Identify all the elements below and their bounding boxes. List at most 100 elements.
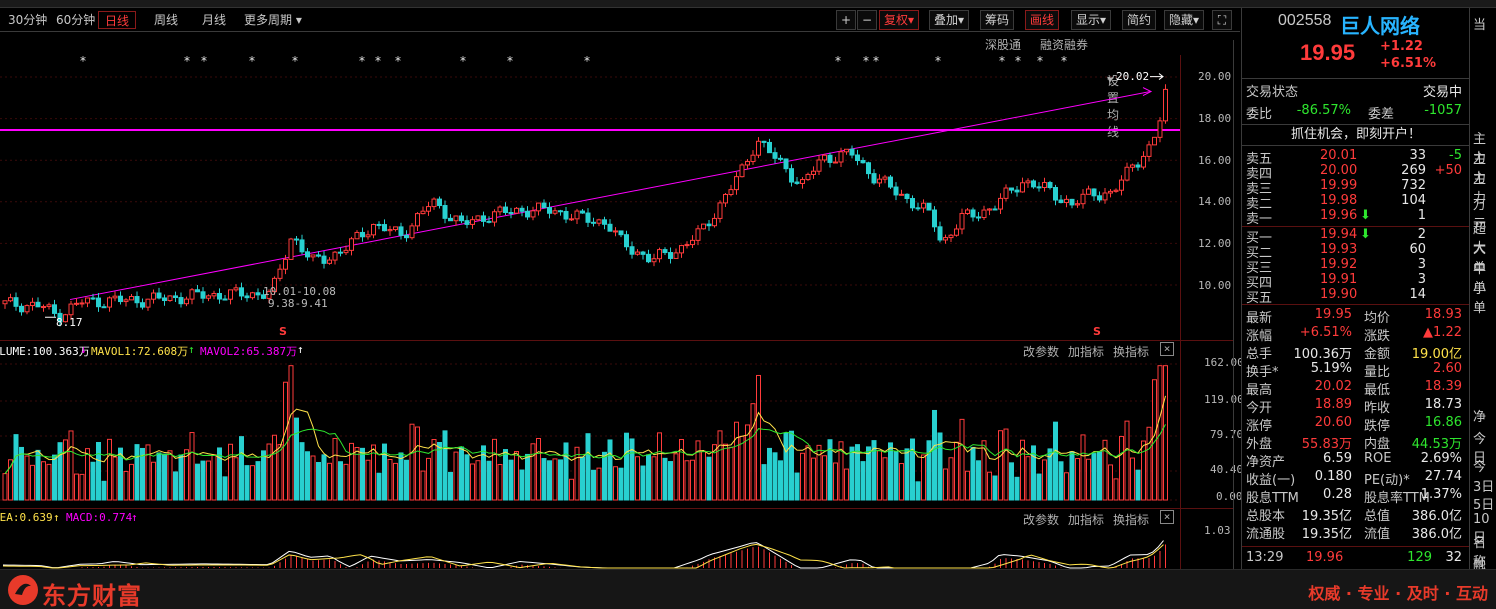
macd-gaicanshu-button[interactable]: 改参数 xyxy=(1023,513,1060,527)
kline-chart[interactable]: * * * * * * * * * * * * * * * * * * * S S xyxy=(0,55,1180,340)
candle-body xyxy=(811,170,816,175)
vol-huanzhibiao-button[interactable]: 换指标 xyxy=(1113,345,1150,359)
quote-value: 20.02 xyxy=(1314,379,1352,394)
volume-bar xyxy=(1042,459,1047,501)
order-row-sell[interactable]: 卖三 19.99 732 xyxy=(1246,178,1466,197)
order-row-buy[interactable]: 买四 19.91 3 xyxy=(1246,272,1466,291)
volume-bar xyxy=(35,449,41,501)
tab-weekly[interactable]: 周线 xyxy=(154,13,179,27)
volume-bar xyxy=(910,438,915,501)
volume-bar xyxy=(701,450,706,501)
chouma-button[interactable]: 筹码 xyxy=(980,10,1015,30)
volume-bar xyxy=(1086,458,1091,501)
volume-bar xyxy=(954,441,959,501)
volume-bar xyxy=(140,447,145,501)
tab-60min[interactable]: 60分钟 xyxy=(56,13,96,27)
rongzi-link[interactable]: 融资融券 xyxy=(1040,38,1089,52)
fuquan-button[interactable]: 复权▾ xyxy=(879,10,920,30)
zoom-in-button[interactable]: + xyxy=(836,10,856,30)
order-row-buy[interactable]: 买二 19.93 60 xyxy=(1246,242,1466,261)
candle-body xyxy=(68,303,74,316)
order-row-buy[interactable]: 买三 19.92 3 xyxy=(1246,257,1466,276)
order-row-sell[interactable]: 卖一 19.96 1 ⬇ xyxy=(1246,208,1466,227)
event-marker-star: * xyxy=(935,55,941,68)
tab-more-periods[interactable]: 更多周期 ▾ xyxy=(238,11,308,29)
xianshi-button[interactable]: 显示▾ xyxy=(1071,10,1112,30)
open-account-banner[interactable]: 抓住机会，即刻开户！ xyxy=(1242,124,1470,146)
volume-bar xyxy=(717,430,723,501)
volume-bar xyxy=(624,432,629,501)
weibi-row: 委比 -86.57% 委差 -1057 xyxy=(1246,103,1466,122)
candle-body xyxy=(536,202,541,212)
order-row-sell[interactable]: 卖五 20.01 33 -5 xyxy=(1246,148,1466,167)
volume-bar xyxy=(206,460,211,501)
vol-jiazhibiao-button[interactable]: 加指标 xyxy=(1068,345,1105,359)
volume-bar xyxy=(299,442,305,501)
vol-gaicanshu-button[interactable]: 改参数 xyxy=(1023,345,1060,359)
fund-flow-label: 10日 xyxy=(1473,512,1490,546)
candle-body xyxy=(1086,188,1091,195)
diejia-button[interactable]: 叠加▾ xyxy=(929,10,970,30)
candle-body xyxy=(288,238,294,260)
fullscreen-icon[interactable]: ⛶ xyxy=(1212,10,1232,30)
order-row-sell[interactable]: 卖二 19.98 104 xyxy=(1246,193,1466,212)
volume-bar xyxy=(68,430,74,501)
volume-bar xyxy=(24,455,30,501)
quote-label: 总手 xyxy=(1246,347,1273,362)
order-row-buy[interactable]: 买一 19.94 2 ⬇ xyxy=(1246,227,1466,246)
zoom-out-button[interactable]: − xyxy=(857,10,877,30)
candle-body xyxy=(959,213,965,230)
tab-30min[interactable]: 30分钟 xyxy=(8,13,48,27)
tick-price: 19.96 xyxy=(1306,550,1344,565)
volume-bar xyxy=(1003,428,1009,501)
candle-body xyxy=(937,226,943,241)
candle-body xyxy=(800,179,805,184)
volume-bar xyxy=(547,460,552,501)
quote-value: 18.89 xyxy=(1314,397,1352,412)
candle-body xyxy=(910,198,915,209)
jianyue-button[interactable]: 简约 xyxy=(1122,10,1157,30)
candle-body xyxy=(448,217,453,222)
order-price: 20.01 xyxy=(1320,148,1358,163)
order-row-sell[interactable]: 卖四 20.00 269 +50 xyxy=(1246,163,1466,182)
shengutong-link[interactable]: 深股通 xyxy=(985,38,1022,52)
tab-daily[interactable]: 日线 xyxy=(98,11,137,29)
volume-bar xyxy=(2,473,8,501)
order-row-buy[interactable]: 买五 19.90 14 xyxy=(1246,287,1466,306)
volume-bar xyxy=(855,444,860,501)
volume-bar xyxy=(1124,420,1130,501)
macd-huanzhibiao-button[interactable]: 换指标 xyxy=(1113,513,1150,527)
volume-bar xyxy=(800,452,805,501)
macd-jiazhibiao-button[interactable]: 加指标 xyxy=(1068,513,1105,527)
quote-row: 净资产 6.59 ROE 2.69% xyxy=(1246,451,1466,470)
volume-bar xyxy=(492,438,497,501)
candle-body xyxy=(371,223,376,236)
macd-chart[interactable] xyxy=(0,527,1180,569)
candle-body xyxy=(1141,155,1146,168)
huaxian-button[interactable]: 画线 xyxy=(1025,10,1060,30)
volume-bar xyxy=(987,471,992,501)
quote-value: 18.93 xyxy=(1424,307,1462,322)
close-icon[interactable]: × xyxy=(1160,510,1174,524)
volume-bar xyxy=(376,472,382,501)
event-marker-star: * xyxy=(999,55,1005,68)
brand-logo-icon xyxy=(8,575,38,605)
volume-bar xyxy=(695,440,701,501)
candle-body xyxy=(481,215,486,222)
yincang-button[interactable]: 隐藏▾ xyxy=(1164,10,1205,30)
volume-bar xyxy=(365,459,371,501)
volume-bar xyxy=(552,458,558,501)
quote-panel: 002558 巨人网络 19.95 +1.22 +6.51% 交易状态 交易中 … xyxy=(1241,8,1470,569)
close-icon[interactable]: × xyxy=(1160,342,1174,356)
tab-monthly[interactable]: 月线 xyxy=(202,13,227,27)
candle-body xyxy=(1020,182,1025,193)
candle-body xyxy=(299,239,305,253)
quote-row: 最高 20.02 最低 18.39 xyxy=(1246,379,1466,398)
fund-flow-label: 主力 xyxy=(1473,172,1487,206)
volume-chart[interactable] xyxy=(0,360,1180,505)
range-label-2: 9.38-9.41 xyxy=(268,297,328,310)
volume-bar xyxy=(151,461,156,501)
volume-bar xyxy=(1108,464,1113,501)
volume-bar xyxy=(393,462,398,501)
volume-bar xyxy=(651,456,657,501)
